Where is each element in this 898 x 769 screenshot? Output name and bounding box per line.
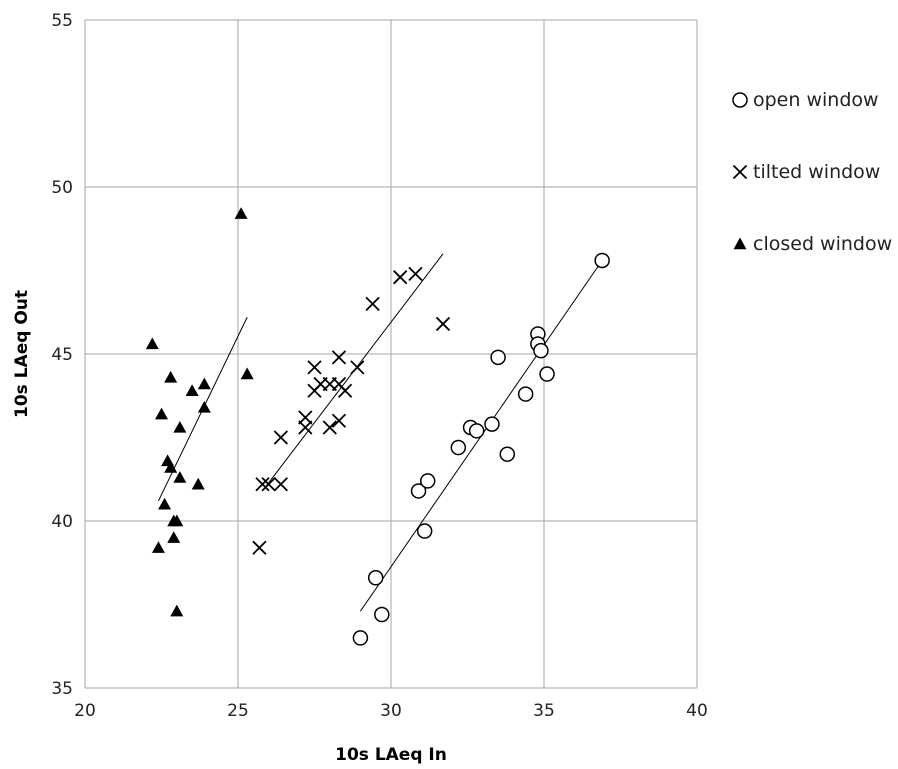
y-tick-label: 40 [51, 512, 73, 532]
data-point [365, 296, 380, 312]
legend-marker [732, 92, 748, 108]
x-tick-label: 35 [533, 701, 555, 721]
data-point [252, 540, 267, 555]
data-point [261, 477, 276, 492]
data-point [151, 541, 165, 553]
x-tick-label: 30 [380, 701, 402, 721]
data-point [158, 497, 172, 510]
legend-marker [732, 164, 748, 180]
legend-label: open window [753, 89, 879, 111]
data-point [435, 316, 451, 332]
data-point [185, 384, 199, 396]
data-point [197, 400, 211, 413]
legend-label: closed window [753, 233, 892, 255]
data-points [145, 207, 610, 646]
data-point [145, 337, 159, 350]
data-point [517, 386, 534, 402]
data-point [374, 606, 390, 623]
data-point [337, 383, 353, 398]
x-tick-label: 20 [74, 701, 96, 721]
data-point [419, 473, 436, 489]
data-point [393, 270, 408, 285]
data-point [298, 410, 313, 425]
y-tick-label: 45 [51, 345, 73, 365]
gridlines [84, 19, 698, 689]
data-point [234, 207, 248, 219]
data-point [350, 360, 365, 375]
data-point [170, 604, 184, 617]
data-point [408, 266, 423, 281]
data-point [499, 446, 516, 462]
data-point [170, 514, 184, 527]
tick-labels: 20 25 30 35 40 35 40 45 50 55 [51, 11, 707, 721]
data-point [197, 377, 211, 390]
data-point [164, 461, 178, 473]
data-point [331, 413, 347, 428]
data-point [450, 439, 467, 456]
data-point [164, 370, 178, 383]
data-point [322, 420, 337, 435]
x-axis-title: 10s LAeq In [335, 745, 447, 765]
legend-label: tilted window [753, 161, 880, 183]
x-tick-label: 25 [227, 701, 249, 721]
data-point [490, 349, 506, 366]
data-point [533, 342, 549, 359]
data-point [298, 420, 313, 435]
y-axis-title: 10s LAeq Out [12, 290, 32, 418]
data-point [191, 477, 205, 490]
data-point [273, 430, 288, 445]
legend: open window tilted window closed window [732, 89, 892, 255]
data-point [416, 523, 433, 539]
data-point [539, 366, 555, 382]
data-point [167, 531, 181, 543]
data-point [155, 407, 168, 420]
data-point [468, 423, 485, 439]
y-tick-label: 50 [51, 178, 73, 198]
data-point [173, 420, 187, 433]
data-point [273, 477, 288, 492]
data-point [484, 416, 500, 432]
legend-marker [733, 237, 747, 250]
y-tick-label: 55 [51, 11, 73, 31]
data-point [240, 367, 254, 380]
data-point [410, 483, 427, 499]
data-point [173, 471, 187, 483]
data-point [307, 360, 322, 375]
data-point [367, 570, 384, 586]
data-point [352, 630, 369, 646]
y-tick-label: 35 [51, 679, 73, 699]
data-point [255, 477, 270, 492]
data-point [594, 252, 610, 269]
x-tick-label: 40 [686, 701, 708, 721]
data-point [331, 350, 347, 365]
